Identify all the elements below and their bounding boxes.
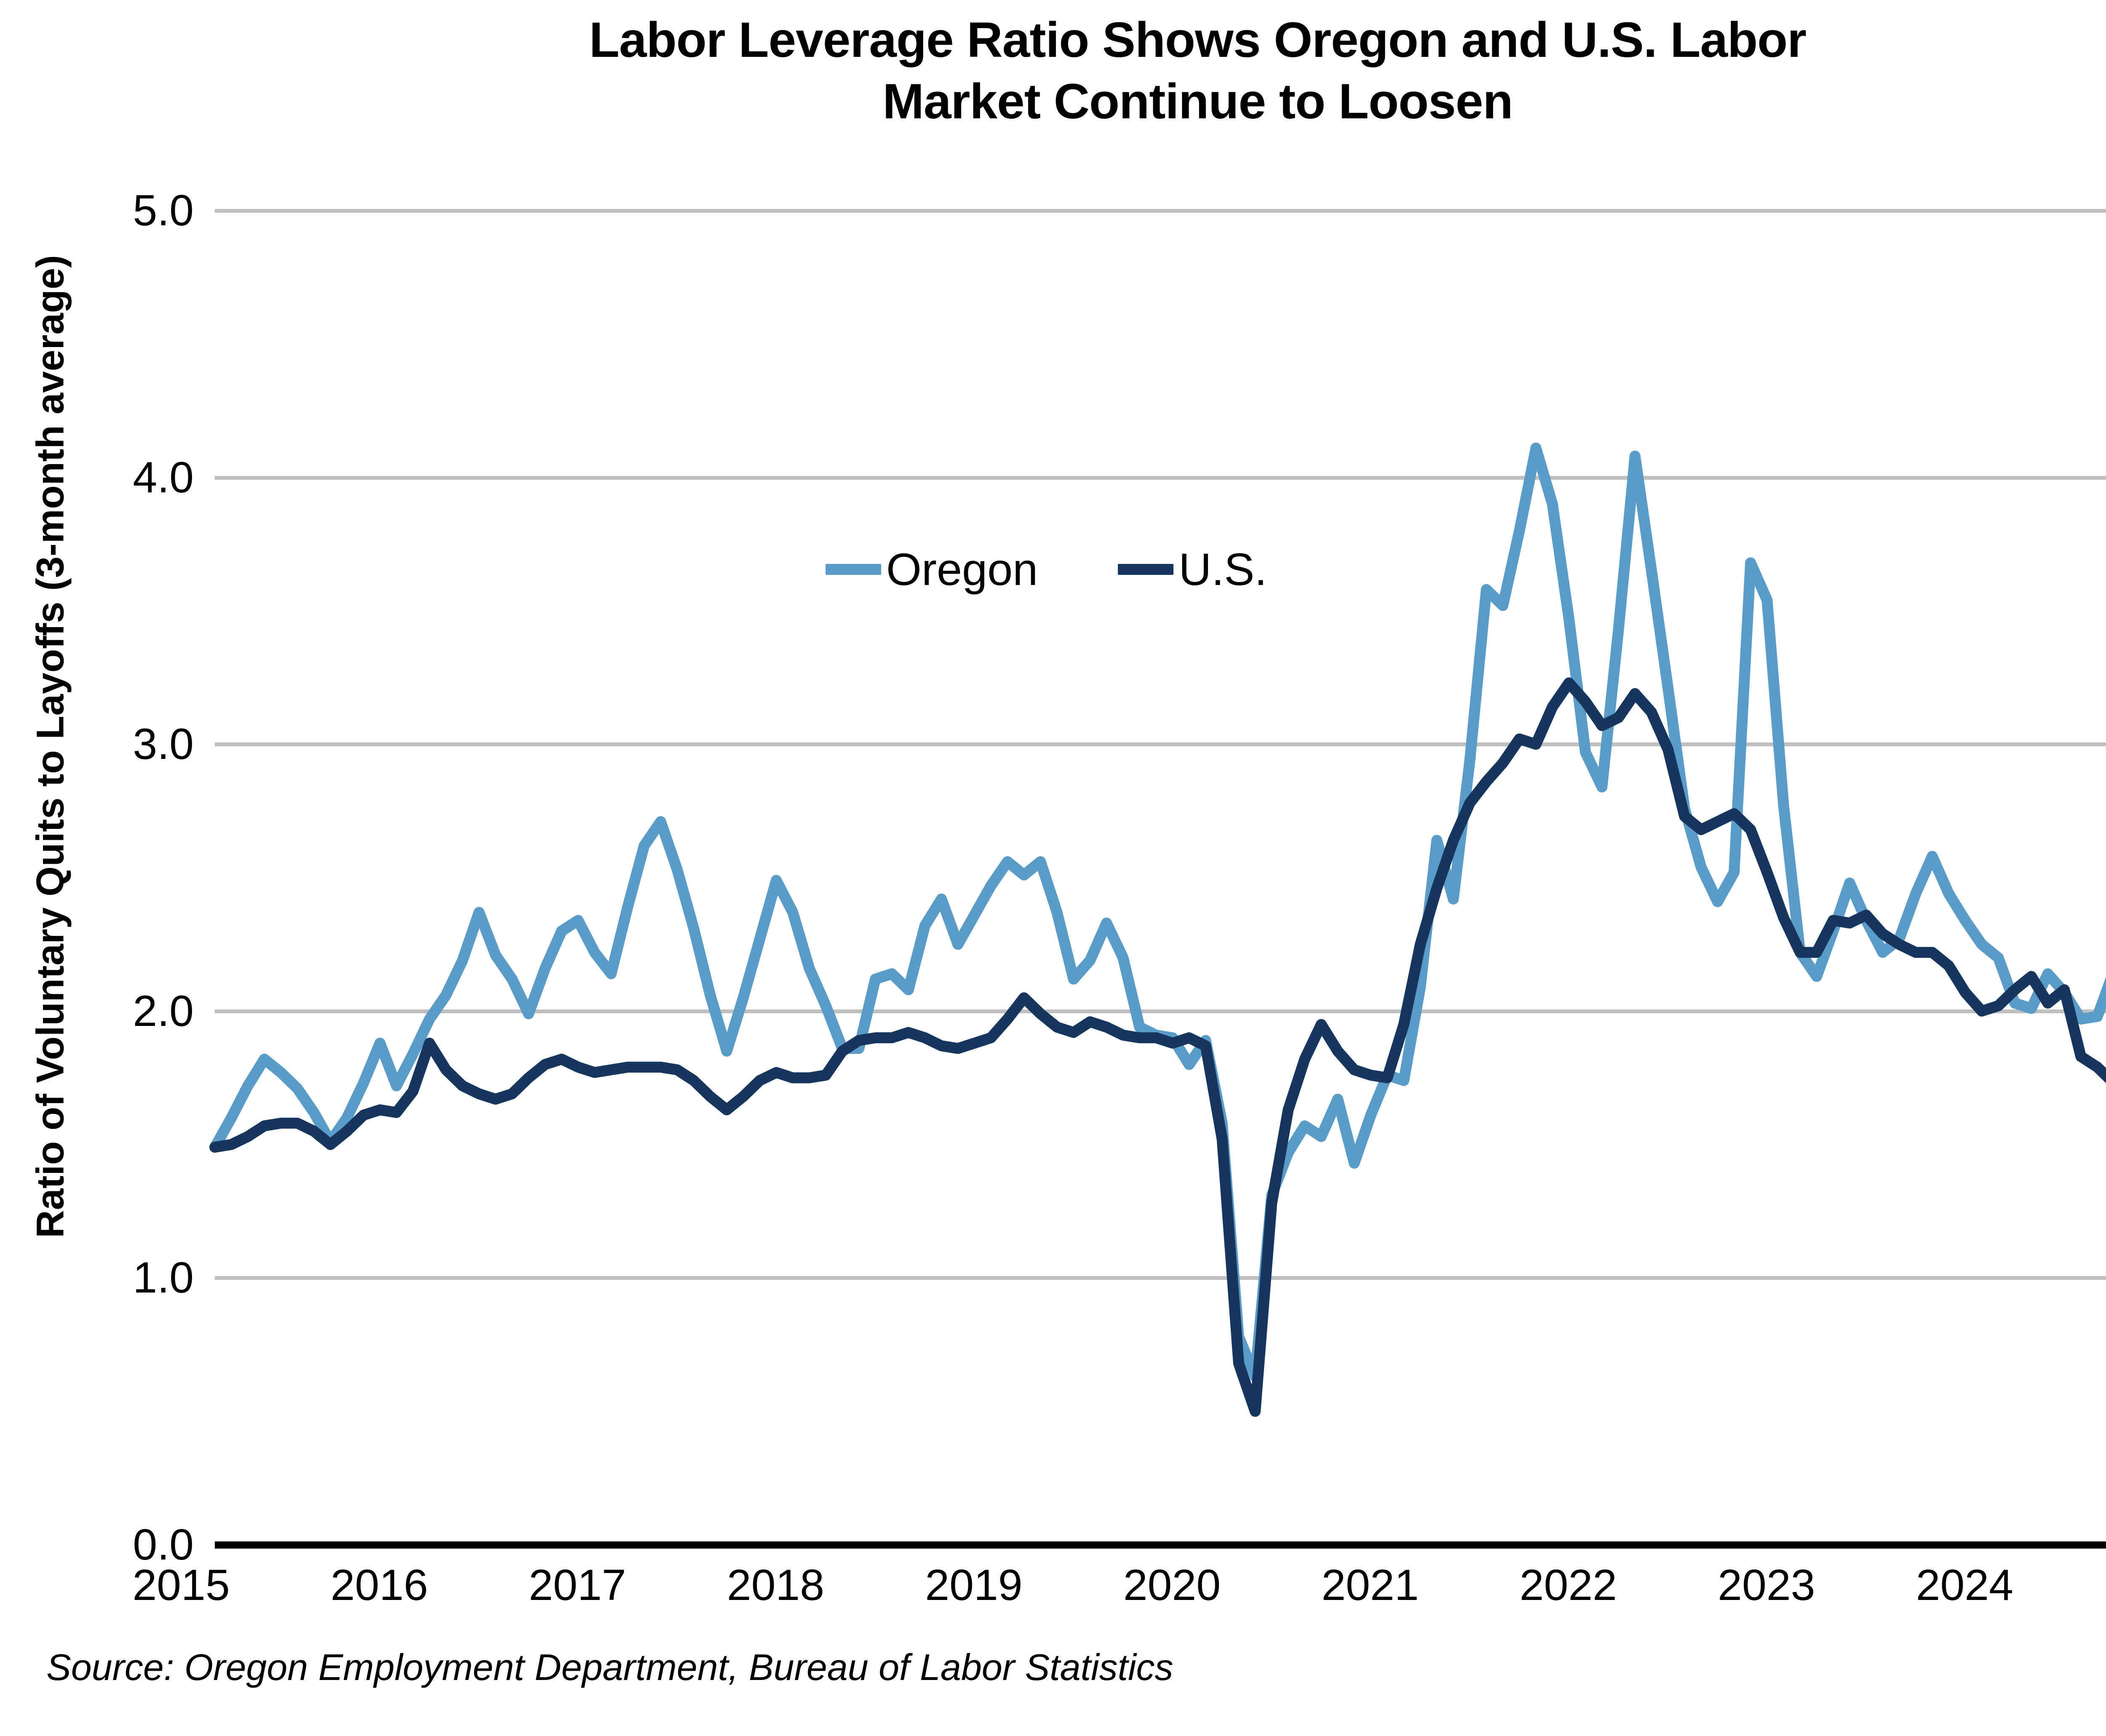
x-tick-label: 2021	[1321, 1561, 1419, 1610]
y-tick-label: 3.0	[133, 720, 194, 769]
legend-label-oregon: Oregon	[886, 544, 1038, 595]
gridline	[215, 1276, 2106, 1280]
x-axis-line	[215, 1541, 2106, 1549]
page-title: Labor Leverage Ratio Shows Oregon and U.…	[589, 12, 1807, 130]
y-tick-label: 5.0	[133, 186, 194, 235]
x-tick-label: 2025	[2079, 1563, 2106, 1607]
x-tick-label: 2019	[925, 1561, 1023, 1610]
x-tick-label: 2016	[330, 1561, 428, 1610]
x-tick-label: 2018	[727, 1561, 825, 1610]
legend-label-us: U.S.	[1179, 544, 1267, 595]
x-tick-label: 2022	[1519, 1561, 1617, 1610]
gridline	[215, 475, 2106, 480]
legend-swatch-oregon	[826, 564, 881, 575]
y-tick-label: 4.0	[133, 453, 194, 502]
y-tick-label: 2.0	[133, 986, 194, 1036]
x-tick-label: 2017	[529, 1561, 626, 1610]
x-tick-label: 2015	[132, 1561, 230, 1610]
legend: Oregon U.S.	[826, 531, 1267, 607]
legend-item-us[interactable]: U.S.	[1118, 547, 1267, 592]
series-line-us	[209, 677, 2106, 1417]
gridline	[215, 742, 2106, 747]
x-tick-label: 2020	[1123, 1561, 1221, 1610]
source-note: Source: Oregon Employment Department, Bu…	[46, 1646, 1173, 1688]
legend-item-oregon[interactable]: Oregon	[826, 547, 1038, 592]
legend-swatch-us	[1118, 564, 1174, 575]
gridline	[215, 1009, 2106, 1013]
gridline	[215, 209, 2106, 213]
plot-area	[209, 209, 2106, 1549]
x-tick-label: 2024	[1916, 1561, 2013, 1610]
y-tick-label: 1.0	[133, 1253, 194, 1303]
series-layer	[209, 442, 2106, 1417]
x-tick-label: 2023	[1718, 1561, 1815, 1610]
y-tick-label: 0.0	[133, 1520, 194, 1569]
